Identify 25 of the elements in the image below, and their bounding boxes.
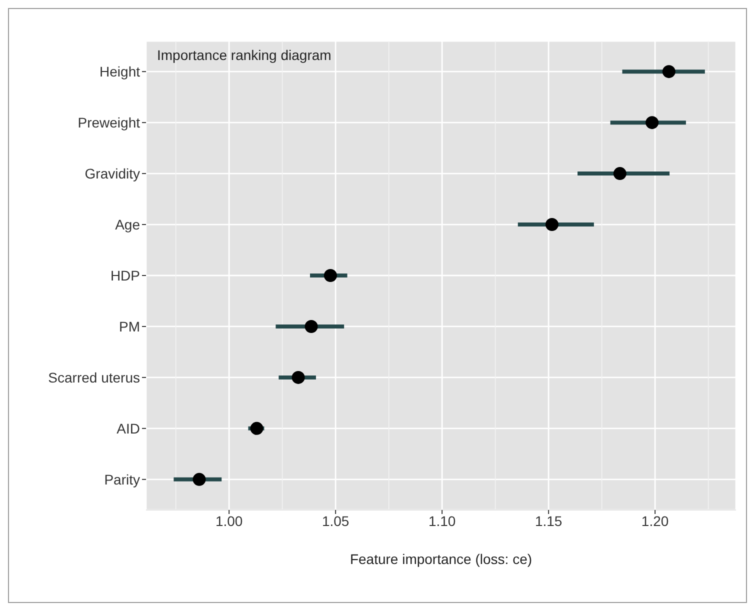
y-tick-label: Parity [104, 471, 140, 488]
y-tick-label: Age [115, 216, 140, 232]
x-axis-title: Feature importance (loss: ce) [350, 551, 532, 567]
point [545, 218, 558, 232]
point [304, 320, 318, 333]
y-tick-label: PM [119, 318, 140, 334]
point [324, 269, 337, 282]
point [662, 65, 676, 78]
x-tick-label: 1.00 [215, 512, 243, 529]
y-tick-label: HDP [110, 267, 140, 284]
point [192, 472, 206, 486]
point [646, 116, 659, 130]
x-tick-label: 1.20 [641, 512, 669, 529]
y-tick-label: AID [116, 420, 140, 436]
point [250, 422, 264, 435]
y-tick-label: Preweight [78, 114, 140, 131]
y-tick-label: Height [100, 64, 140, 80]
y-tick-label: Gravidity [84, 166, 140, 182]
point [613, 167, 626, 180]
point [292, 370, 305, 384]
annotation: Importance ranking diagram [157, 47, 332, 63]
x-tick-label: 1.15 [534, 512, 562, 529]
x-tick-label: 1.05 [322, 512, 350, 529]
y-tick-label: Scarred uterus [48, 369, 140, 386]
x-tick-label: 1.10 [428, 512, 456, 529]
